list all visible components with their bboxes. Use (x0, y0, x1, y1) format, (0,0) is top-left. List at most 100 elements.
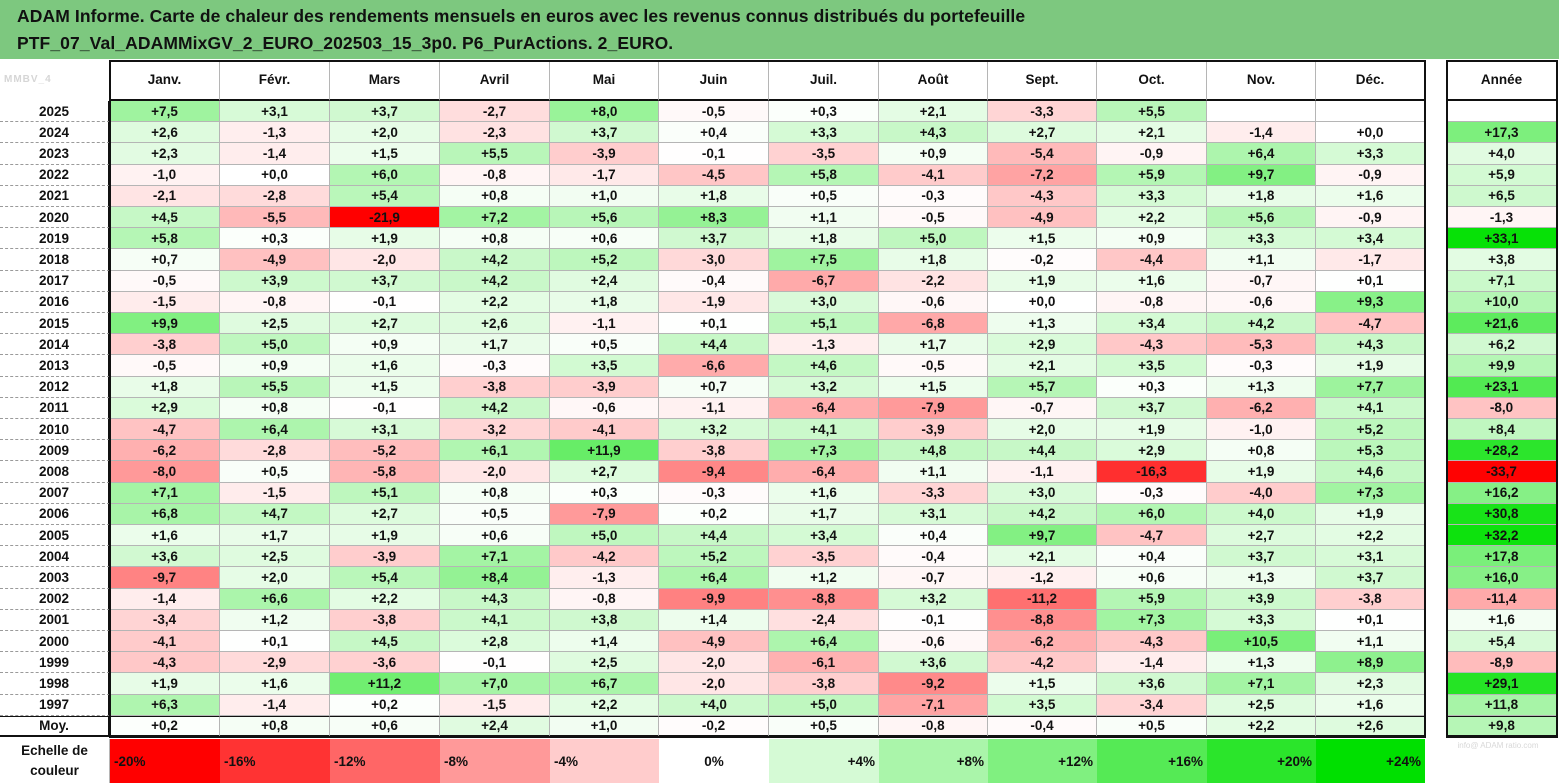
heatmap-cell: -11,2 (988, 588, 1097, 610)
heatmap-cell: +2,1 (1097, 122, 1207, 144)
heatmap-cell: +3,6 (110, 546, 220, 568)
heatmap-cell: +2,7 (1207, 525, 1316, 547)
color-scale-step: +8% (879, 739, 988, 783)
heatmap-cell: -3,5 (769, 143, 879, 165)
title-line-1: ADAM Informe. Carte de chaleur des rende… (17, 6, 1026, 26)
heatmap-cell: -2,0 (330, 249, 440, 271)
month-header-9: Sept. (988, 60, 1097, 101)
year-label: 2002 (0, 588, 110, 610)
heatmap-cell: -1,3 (769, 334, 879, 356)
heatmap-cell: +6,8 (110, 503, 220, 525)
heatmap-cell: -1,5 (220, 482, 330, 504)
heatmap-cell: +3,4 (1316, 228, 1425, 250)
heatmap-cell: +5,9 (1097, 588, 1207, 610)
heatmap-cell: +0,9 (330, 334, 440, 356)
heatmap-cell: +0,4 (659, 122, 769, 144)
heatmap-cell: +2,9 (110, 397, 220, 419)
heatmap-cell: +0,7 (659, 376, 769, 398)
heatmap-cell: +1,7 (769, 503, 879, 525)
heatmap-cell: +1,4 (550, 631, 659, 653)
average-cell: +0,6 (330, 715, 440, 737)
heatmap-cell: +6,4 (220, 419, 330, 441)
heatmap-cell: -3,3 (988, 101, 1097, 123)
heatmap-cell: -0,6 (879, 291, 988, 313)
heatmap-cell: +4,6 (769, 355, 879, 377)
heatmap-cell: +1,9 (330, 228, 440, 250)
heatmap-cell: +1,8 (110, 376, 220, 398)
color-scale-step: +20% (1207, 739, 1316, 783)
annual-cell: +5,9 (1447, 164, 1557, 186)
heatmap-cell: +5,6 (1207, 207, 1316, 229)
heatmap-cell: +3,5 (550, 355, 659, 377)
heatmap-cell: +1,7 (879, 334, 988, 356)
heatmap-cell: +2,2 (1097, 207, 1207, 229)
annual-cell: -11,4 (1447, 588, 1557, 610)
heatmap-cell: +1,7 (440, 334, 550, 356)
annual-cell: +6,2 (1447, 334, 1557, 356)
heatmap-cell: -7,2 (988, 164, 1097, 186)
heatmap-cell: +2,1 (988, 546, 1097, 568)
annual-cell: -33,7 (1447, 461, 1557, 483)
color-scale-step: +24% (1316, 739, 1425, 783)
heatmap-cell: -3,9 (330, 546, 440, 568)
heatmap-cell: +3,2 (879, 588, 988, 610)
heatmap-cell: +1,4 (659, 609, 769, 631)
heatmap-cell: -0,3 (440, 355, 550, 377)
heatmap-cell: +3,3 (1207, 228, 1316, 250)
heatmap-cell: -0,5 (659, 101, 769, 123)
heatmap-cell: -1,5 (110, 291, 220, 313)
heatmap-cell: -0,6 (1207, 291, 1316, 313)
heatmap-cell: -3,2 (440, 419, 550, 441)
heatmap-cell: -6,2 (1207, 397, 1316, 419)
annual-cell: +6,5 (1447, 185, 1557, 207)
heatmap-cell: +5,8 (769, 164, 879, 186)
heatmap-cell: +5,0 (220, 334, 330, 356)
average-cell: +2,4 (440, 715, 550, 737)
color-scale-step: -16% (220, 739, 330, 783)
heatmap-cell: -0,3 (1207, 355, 1316, 377)
year-label: 2022 (0, 164, 110, 186)
heatmap-cell: -9,2 (879, 673, 988, 695)
average-cell: +0,8 (220, 715, 330, 737)
average-cell: +2,6 (1316, 715, 1425, 737)
heatmap-cell: +3,7 (659, 228, 769, 250)
heatmap-cell: +1,9 (1316, 355, 1425, 377)
annual-cell: +1,6 (1447, 609, 1557, 631)
heatmap-cell: -0,7 (879, 567, 988, 589)
heatmap-cell: -4,9 (659, 631, 769, 653)
heatmap-cell: -1,4 (220, 143, 330, 165)
title-bar: ADAM Informe. Carte de chaleur des rende… (0, 0, 1559, 59)
heatmap-cell: -0,8 (220, 291, 330, 313)
heatmap-cell: -3,8 (769, 673, 879, 695)
heatmap-cell: +3,7 (550, 122, 659, 144)
heatmap-cell: +7,5 (769, 249, 879, 271)
heatmap-cell: +1,6 (769, 482, 879, 504)
heatmap-cell: +5,0 (879, 228, 988, 250)
heatmap-cell: -3,3 (879, 482, 988, 504)
heatmap-cell: -2,2 (879, 270, 988, 292)
heatmap-cell: -4,9 (988, 207, 1097, 229)
heatmap-cell: -0,1 (659, 143, 769, 165)
heatmap-cell: +9,9 (110, 313, 220, 335)
heatmap-cell: +1,6 (330, 355, 440, 377)
heatmap-cell: +0,5 (440, 503, 550, 525)
heatmap-cell: +7,2 (440, 207, 550, 229)
heatmap-cell: -2,4 (769, 609, 879, 631)
heatmap-cell: -6,4 (769, 397, 879, 419)
heatmap-cell: +9,3 (1316, 291, 1425, 313)
heatmap-cell: -4,7 (1097, 525, 1207, 547)
heatmap-cell: -4,3 (988, 185, 1097, 207)
heatmap-cell: +4,0 (1207, 503, 1316, 525)
heatmap-cell: -2,0 (659, 673, 769, 695)
heatmap-cell: -3,9 (550, 376, 659, 398)
heatmap-cell: +1,9 (330, 525, 440, 547)
year-label: 2003 (0, 567, 110, 589)
heatmap-cell: +0,8 (220, 397, 330, 419)
heatmap-cell: +0,1 (1316, 270, 1425, 292)
heatmap-cell: +5,9 (1097, 164, 1207, 186)
heatmap-cell: +8,0 (550, 101, 659, 123)
heatmap-cell: +0,6 (550, 228, 659, 250)
heatmap-cell: -0,1 (330, 291, 440, 313)
heatmap-cell: +1,3 (1207, 567, 1316, 589)
color-scale-step: 0% (659, 739, 769, 783)
